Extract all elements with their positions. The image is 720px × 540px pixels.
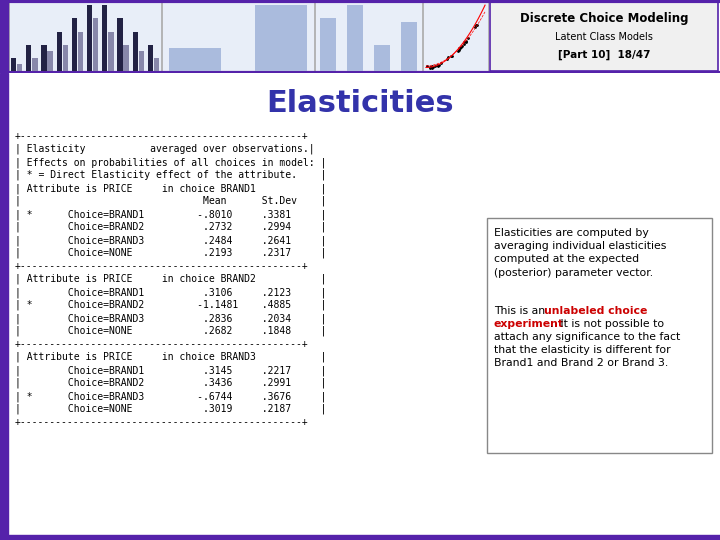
Text: Latent Class Models: Latent Class Models [555,31,653,42]
Bar [315,2,422,71]
Bar [56,31,62,71]
Text: |        Choice=BRAND3          .2836     .2034     |: | Choice=BRAND3 .2836 .2034 | [15,313,326,323]
Bar [26,45,32,71]
Point [451,46,463,55]
Point [474,15,486,23]
Bar [0,535,720,540]
Text: +------------------------------------------------+: +---------------------------------------… [15,261,309,271]
Point [447,52,459,60]
Point [478,8,490,16]
Text: +------------------------------------------------+: +---------------------------------------… [15,339,309,349]
Text: |        Choice=BRAND3          .2484     .2641     |: | Choice=BRAND3 .2484 .2641 | [15,235,326,246]
Text: | Attribute is PRICE     in choice BRAND3           |: | Attribute is PRICE in choice BRAND3 | [15,352,326,362]
Text: | *      Choice=BRAND1         -.8010     .3381     |: | * Choice=BRAND1 -.8010 .3381 | [15,209,326,219]
Text: | Elasticity           averaged over observations.|: | Elasticity averaged over observations.… [15,144,315,154]
Bar [102,5,107,71]
Text: Discrete Choice Modeling: Discrete Choice Modeling [520,12,688,25]
Bar [169,48,221,71]
Bar [87,5,92,71]
Bar [423,2,488,71]
Text: |        Choice=BRAND1          .3145     .2217     |: | Choice=BRAND1 .3145 .2217 | [15,365,326,375]
Text: unlabeled choice: unlabeled choice [544,306,647,316]
Text: | Attribute is PRICE     in choice BRAND2           |: | Attribute is PRICE in choice BRAND2 | [15,274,326,285]
Bar [401,22,417,71]
Bar [256,5,307,71]
Point [471,22,482,30]
Point [477,10,489,18]
Point [435,59,446,68]
Bar [78,31,83,71]
Bar [154,58,159,71]
Point [440,56,451,64]
Bar [9,2,161,71]
Bar [148,45,153,71]
Bar [48,51,53,71]
Bar [162,2,314,71]
Text: Elasticities: Elasticities [266,89,454,118]
Text: Elasticities are computed by
averaging individual elasticities
computed at the e: Elasticities are computed by averaging i… [494,228,667,278]
Bar [132,31,138,71]
Point [477,9,489,17]
Bar [41,45,47,71]
Bar [93,18,99,71]
Bar [0,73,8,540]
Bar [32,58,37,71]
Bar [117,18,122,71]
Text: |        Choice=NONE            .2193     .2317     |: | Choice=NONE .2193 .2317 | [15,248,326,259]
Point [474,16,485,25]
Text: |        Choice=BRAND2          .2732     .2994     |: | Choice=BRAND2 .2732 .2994 | [15,222,326,233]
Point [477,9,489,18]
Text: [Part 10]  18/47: [Part 10] 18/47 [558,50,650,60]
Text: |        Choice=NONE            .2682     .1848     |: | Choice=NONE .2682 .1848 | [15,326,326,336]
Point [430,62,441,71]
Point [469,23,480,32]
Bar [138,51,144,71]
Point [437,57,449,66]
Point [423,62,435,71]
Point [423,64,435,72]
Point [441,55,452,63]
Bar [374,45,390,71]
Bar [63,45,68,71]
Point [431,62,443,70]
Text: | * = Direct Elasticity effect of the attribute.    |: | * = Direct Elasticity effect of the at… [15,170,326,180]
Bar [72,18,77,71]
Point [425,63,436,71]
Bar [17,64,22,71]
Text: .  It is not possible to: . It is not possible to [550,319,664,329]
Point [476,12,487,21]
Text: +------------------------------------------------+: +---------------------------------------… [15,417,309,427]
Bar [108,31,114,71]
Bar [11,58,17,71]
Point [431,61,442,70]
Bar [347,5,363,71]
Point [439,56,451,65]
Point [460,37,472,45]
Text: +------------------------------------------------+: +---------------------------------------… [15,131,309,141]
Point [435,60,446,69]
Point [452,46,464,55]
Bar [320,18,336,71]
Text: | Effects on probabilities of all choices in model: |: | Effects on probabilities of all choice… [15,157,326,167]
Bar [487,218,712,453]
Point [426,63,437,71]
Text: attach any significance to the fact
that the elasticity is different for
Brand1 : attach any significance to the fact that… [494,332,680,368]
Text: | *      Choice=BRAND3         -.6744     .3676     |: | * Choice=BRAND3 -.6744 .3676 | [15,391,326,402]
Point [455,43,467,51]
Point [422,62,433,71]
Text: | Attribute is PRICE     in choice BRAND1           |: | Attribute is PRICE in choice BRAND1 | [15,183,326,193]
Text: |        Choice=BRAND1          .3106     .2123     |: | Choice=BRAND1 .3106 .2123 | [15,287,326,298]
Text: |        Choice=BRAND2          .3436     .2991     |: | Choice=BRAND2 .3436 .2991 | [15,378,326,388]
Text: |                               Mean      St.Dev    |: | Mean St.Dev | [15,196,326,206]
Bar [0,0,8,73]
Bar [123,45,129,71]
Bar [490,2,718,71]
Text: | *      Choice=BRAND2         -1.1481    .4885     |: | * Choice=BRAND2 -1.1481 .4885 | [15,300,326,310]
Point [430,61,441,70]
Text: |        Choice=NONE            .3019     .2187     |: | Choice=NONE .3019 .2187 | [15,404,326,415]
Text: experiment: experiment [494,319,564,329]
Point [432,62,444,71]
Text: This is an: This is an [494,306,549,316]
